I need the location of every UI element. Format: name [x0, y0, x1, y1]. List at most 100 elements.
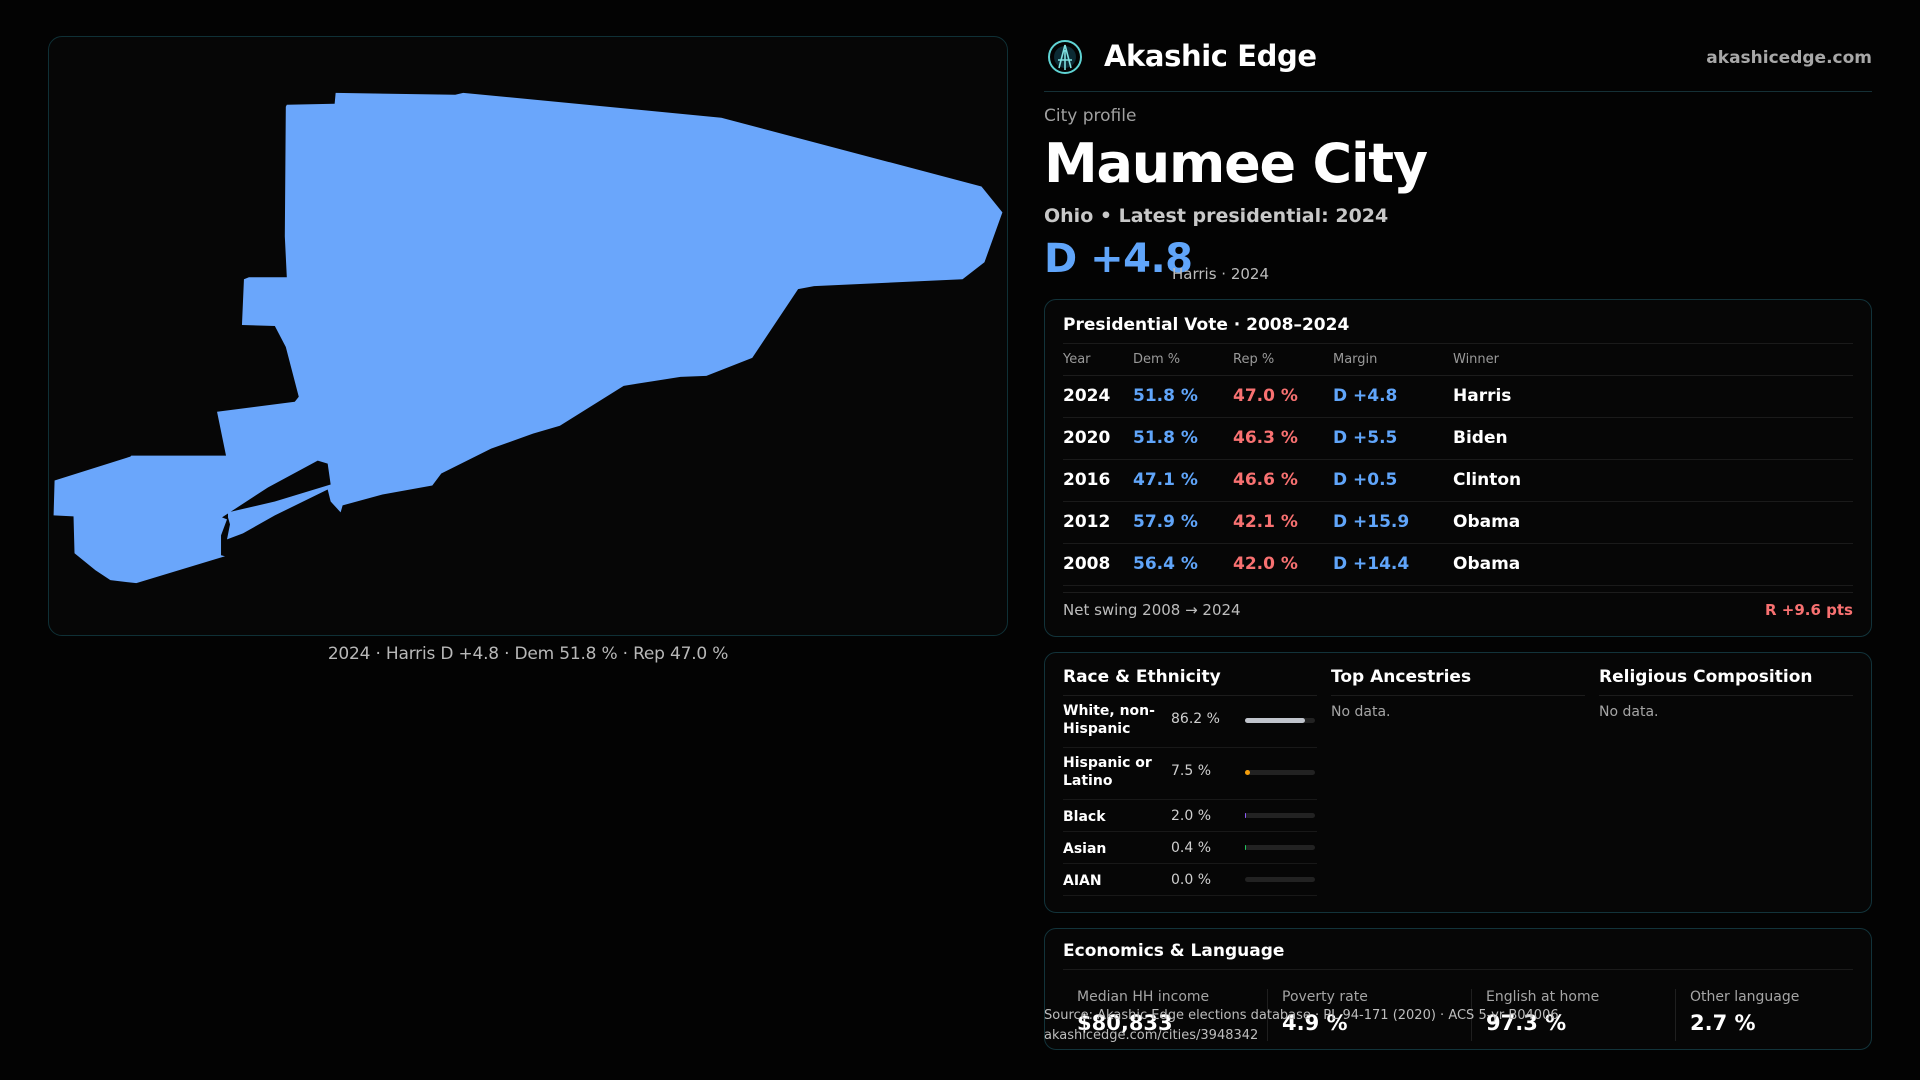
cell-margin: D +15.9	[1333, 512, 1410, 532]
net-swing-value: R +9.6 pts	[1765, 601, 1853, 619]
stat-value: 97.3 %	[1486, 1011, 1567, 1035]
table-row: 2016 47.1 % 46.6 % D +0.5 Clinton	[1063, 460, 1853, 502]
stat-label: Poverty rate	[1282, 989, 1368, 1005]
table-row: 2008 56.4 % 42.0 % D +14.4 Obama	[1063, 544, 1853, 586]
table-row: 2012 57.9 % 42.1 % D +15.9 Obama	[1063, 502, 1853, 544]
city-map[interactable]	[48, 36, 1008, 636]
city-boundary-map	[53, 92, 1003, 584]
header: Akashic Edge akashicedge.com	[1044, 36, 1872, 92]
page-title: Maumee City	[1044, 132, 1428, 195]
site-link[interactable]: akashicedge.com	[1706, 48, 1872, 68]
net-swing-label: Net swing 2008 → 2024	[1063, 601, 1241, 619]
net-swing: Net swing 2008 → 2024 R +9.6 pts	[1063, 592, 1853, 624]
table-header: Year Dem % Rep % Margin Winner	[1063, 352, 1853, 376]
cell-rep: 47.0 %	[1233, 386, 1298, 406]
source-url[interactable]: akashicedge.com/cities/3948342	[1044, 1028, 1259, 1043]
cell-dem: 51.8 %	[1133, 386, 1198, 406]
column-header-margin: Margin	[1333, 352, 1378, 367]
cell-dem: 51.8 %	[1133, 428, 1198, 448]
race-bar-fill	[1245, 718, 1306, 723]
race-label: Asian	[1063, 841, 1107, 857]
race-pct: 0.4 %	[1171, 840, 1212, 856]
cell-year: 2016	[1063, 470, 1111, 490]
cell-winner: Obama	[1453, 512, 1521, 532]
stat-median-income: Median HH income $80,833	[1063, 989, 1263, 1041]
presidential-card-title: Presidential Vote · 2008–2024	[1063, 315, 1350, 335]
stat-value: 2.7 %	[1690, 1011, 1756, 1035]
stat-value: $80,833	[1077, 1011, 1173, 1035]
stat-value: 4.9 %	[1282, 1011, 1348, 1035]
eyebrow-label: City profile	[1044, 106, 1137, 126]
race-ethnicity-section: Race & Ethnicity White, non-Hispanic 86.…	[1063, 667, 1317, 896]
stat-other-language: Other language 2.7 %	[1675, 989, 1875, 1041]
race-pct: 0.0 %	[1171, 872, 1212, 888]
cell-dem: 47.1 %	[1133, 470, 1198, 490]
table-row: 2024 51.8 % 47.0 % D +4.8 Harris	[1063, 376, 1853, 418]
race-ethnicity-title: Race & Ethnicity	[1063, 667, 1317, 696]
demographics-card: Race & Ethnicity White, non-Hispanic 86.…	[1044, 652, 1872, 913]
race-bar-track	[1245, 877, 1315, 882]
stat-label: Other language	[1690, 989, 1800, 1005]
source-text: Source: Akashic Edge elections database …	[1044, 1008, 1559, 1023]
race-label: Hispanic or Latino	[1063, 755, 1152, 789]
ancestries-section: Top Ancestries No data.	[1331, 667, 1585, 720]
religion-section: Religious Composition No data.	[1599, 667, 1853, 720]
cell-year: 2012	[1063, 512, 1111, 532]
stat-label: English at home	[1486, 989, 1600, 1005]
divider	[1063, 969, 1853, 970]
race-label: White, non-Hispanic	[1063, 703, 1155, 737]
race-bar-track	[1245, 845, 1315, 850]
column-header-dem: Dem %	[1133, 352, 1181, 367]
economics-card: Economics & Language Median HH income $8…	[1044, 928, 1872, 1050]
race-label: AIAN	[1063, 873, 1102, 889]
brand-name: Akashic Edge	[1104, 39, 1317, 73]
column-header-winner: Winner	[1453, 352, 1500, 367]
race-row: AIAN 0.0 %	[1063, 864, 1317, 896]
cell-year: 2024	[1063, 386, 1111, 406]
religion-title: Religious Composition	[1599, 667, 1853, 696]
race-bar-track	[1245, 813, 1315, 818]
table-row: 2020 51.8 % 46.3 % D +5.5 Biden	[1063, 418, 1853, 460]
race-pct: 7.5 %	[1171, 763, 1212, 779]
divider	[1063, 343, 1853, 344]
cell-year: 2008	[1063, 554, 1111, 574]
cell-year: 2020	[1063, 428, 1111, 448]
ancestries-title: Top Ancestries	[1331, 667, 1585, 696]
ancestries-empty: No data.	[1331, 704, 1391, 720]
cell-winner: Harris	[1453, 386, 1512, 406]
race-bar-fill	[1245, 845, 1247, 850]
compass-logo-icon	[1048, 40, 1082, 74]
stat-english-at-home: English at home 97.3 %	[1471, 989, 1671, 1041]
source-footer: Source: Akashic Edge elections database …	[1044, 1006, 1559, 1046]
race-bar-fill	[1245, 813, 1247, 818]
cell-winner: Clinton	[1453, 470, 1522, 490]
cell-margin: D +14.4	[1333, 554, 1410, 574]
page-subtitle: Ohio • Latest presidential: 2024	[1044, 205, 1389, 227]
cell-margin: D +0.5	[1333, 470, 1398, 490]
city-boundary-shape	[53, 92, 1003, 584]
stat-label: Median HH income	[1077, 989, 1210, 1005]
cell-dem: 57.9 %	[1133, 512, 1198, 532]
race-row: White, non-Hispanic 86.2 %	[1063, 696, 1317, 748]
cell-rep: 46.6 %	[1233, 470, 1298, 490]
race-bar-track	[1245, 718, 1315, 723]
cell-rep: 42.0 %	[1233, 554, 1298, 574]
economics-title: Economics & Language	[1063, 941, 1285, 961]
column-header-year: Year	[1063, 352, 1091, 367]
race-row: Asian 0.4 %	[1063, 832, 1317, 864]
latest-margin-note: Harris · 2024	[1172, 265, 1270, 283]
column-header-rep: Rep %	[1233, 352, 1275, 367]
race-pct: 2.0 %	[1171, 808, 1212, 824]
cell-margin: D +4.8	[1333, 386, 1398, 406]
cell-rep: 46.3 %	[1233, 428, 1298, 448]
race-pct: 86.2 %	[1171, 711, 1220, 727]
cell-margin: D +5.5	[1333, 428, 1398, 448]
race-row: Hispanic or Latino 7.5 %	[1063, 748, 1317, 800]
cell-winner: Biden	[1453, 428, 1508, 448]
race-row: Black 2.0 %	[1063, 800, 1317, 832]
cell-rep: 42.1 %	[1233, 512, 1298, 532]
presidential-vote-card: Presidential Vote · 2008–2024 Year Dem %…	[1044, 299, 1872, 637]
race-bar-track	[1245, 770, 1315, 775]
map-caption: 2024 · Harris D +4.8 · Dem 51.8 % · Rep …	[327, 644, 729, 664]
cell-winner: Obama	[1453, 554, 1521, 574]
